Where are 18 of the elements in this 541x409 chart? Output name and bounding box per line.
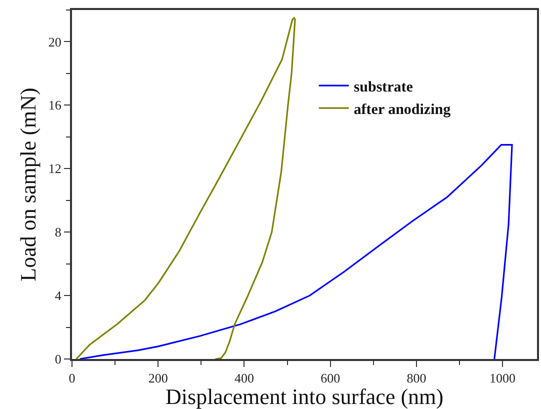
y-tick-label: 20 — [48, 34, 62, 50]
y-tick-label: 4 — [54, 288, 62, 304]
x-tick-label: 800 — [406, 370, 426, 386]
x-tick-label: 400 — [234, 370, 254, 386]
x-tick-label: 200 — [148, 370, 168, 386]
y-tick-label: 16 — [48, 98, 62, 113]
line-series — [78, 144, 513, 359]
legend-label: after anodizing — [354, 102, 452, 118]
y-tick-label: 12 — [48, 161, 62, 176]
x-axis-title: Displacement into surface (nm) — [166, 384, 444, 409]
x-tick-label: 600 — [320, 370, 340, 386]
x-tick-label: 0 — [68, 370, 76, 386]
legend-label: substrate — [354, 79, 414, 96]
y-tick-label: 8 — [54, 224, 62, 240]
y-axis-title: Load on sample (mN) — [16, 88, 41, 282]
y-tick-label: 0 — [54, 352, 62, 367]
x-tick-label: 1000 — [490, 370, 516, 386]
line-series — [76, 17, 296, 359]
